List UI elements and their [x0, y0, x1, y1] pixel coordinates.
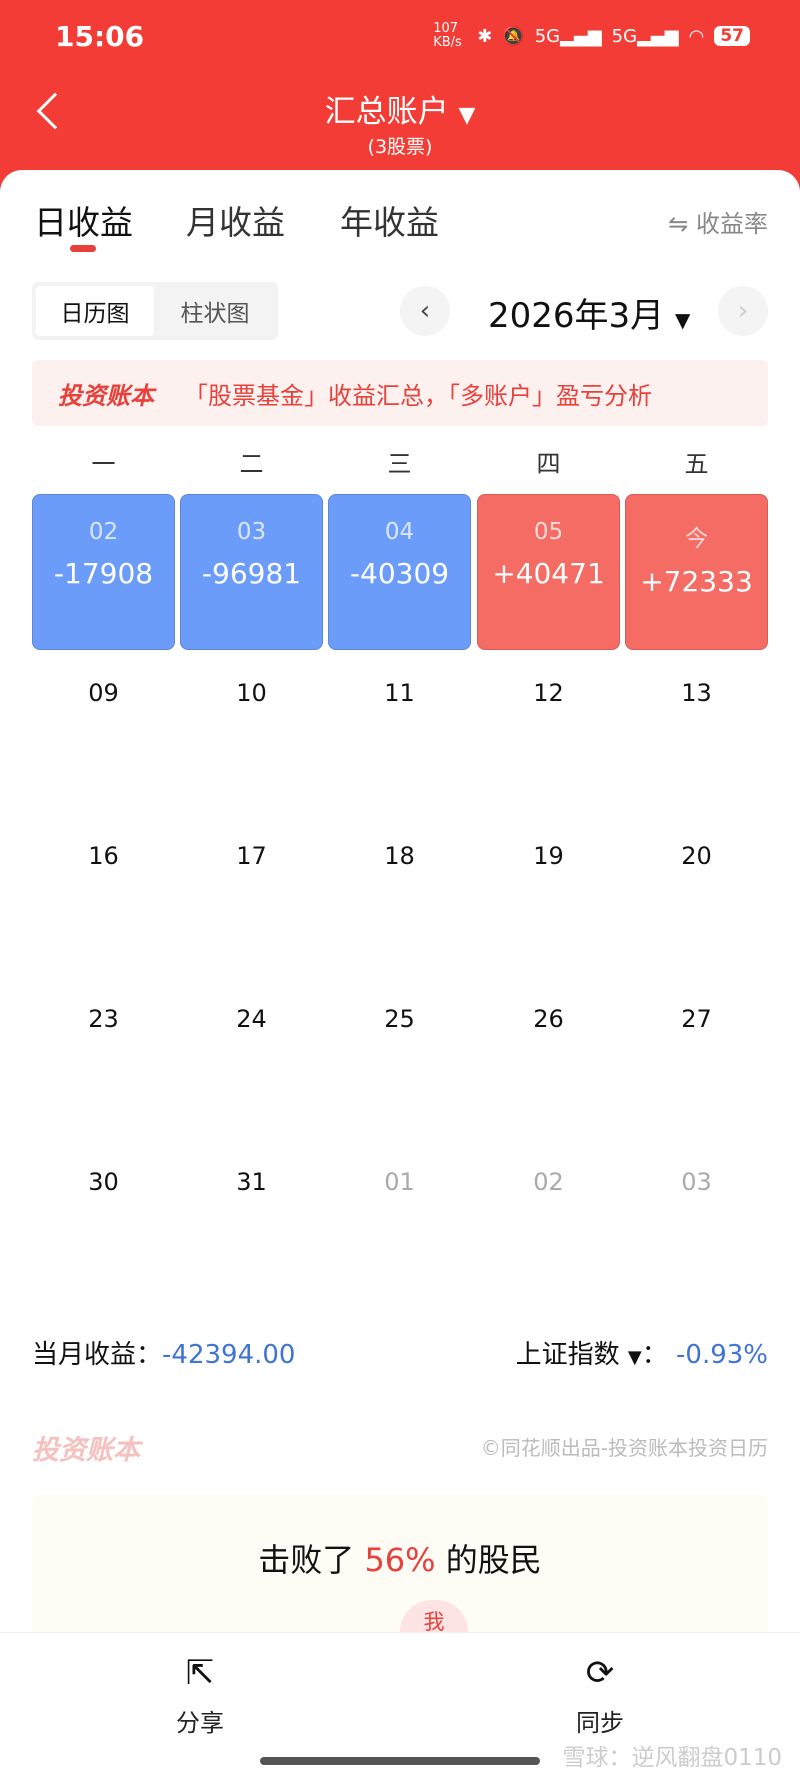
weekday-header: 五: [684, 450, 709, 478]
calendar-day[interactable]: 02: [533, 1168, 564, 1196]
day-date: 02: [88, 519, 119, 545]
calendar-day[interactable]: 19: [533, 842, 564, 870]
calendar-day[interactable]: 16: [88, 842, 119, 870]
account-selector[interactable]: 汇总账户 ▼: [0, 86, 800, 131]
sync-button[interactable]: ⟳ 同步: [540, 1653, 660, 1738]
ranking-suffix: 的股民: [445, 1541, 542, 1579]
calendar-day[interactable]: 10: [236, 679, 267, 707]
banner-logo: 投资账本: [58, 381, 154, 410]
dropdown-icon: ▼: [458, 103, 476, 128]
rate-toggle[interactable]: ⇋ 收益率: [668, 210, 768, 238]
bluetooth-icon: ✱: [477, 25, 493, 47]
calendar-day[interactable]: 13: [681, 679, 712, 707]
calendar-day[interactable]: 26: [533, 1005, 564, 1033]
calendar-day[interactable]: 24: [236, 1005, 267, 1033]
day-value: +72333: [640, 565, 753, 598]
sync-icon: ⟳: [585, 1653, 615, 1693]
tab-indicator: [70, 245, 96, 252]
weekday-header: 三: [387, 450, 412, 478]
calendar-day[interactable]: 09: [88, 679, 119, 707]
share-icon: ⇱: [185, 1653, 215, 1693]
view-calendar[interactable]: 日历图: [36, 286, 154, 336]
day-date: 03: [236, 519, 267, 545]
day-value: -96981: [201, 557, 302, 590]
day-date: 今: [685, 526, 708, 552]
weekday-header: 二: [239, 450, 264, 478]
calendar-day[interactable]: 23: [88, 1005, 119, 1033]
month-selector[interactable]: 2026年3月 ▼: [488, 288, 690, 337]
ranking-percent: 56%: [364, 1541, 436, 1579]
calendar-day[interactable]: 12: [533, 679, 564, 707]
dropdown-icon: ▼: [674, 308, 691, 332]
network-speed: 107 KB/s: [433, 21, 462, 50]
calendar-day[interactable]: 01: [384, 1168, 415, 1196]
page-subtitle: (3股票): [367, 136, 433, 158]
mute-icon: 🔕: [502, 25, 525, 47]
tab-monthly[interactable]: 月收益: [186, 203, 285, 242]
status-icons: 107 KB/s ✱ 🔕 5G▂▄▆ 5G▂▄▆ ◠ 57: [433, 22, 750, 50]
next-month-button[interactable]: ›: [718, 286, 768, 336]
tab-yearly[interactable]: 年收益: [340, 203, 439, 242]
share-button[interactable]: ⇱ 分享: [140, 1653, 260, 1738]
calendar-day[interactable]: 18: [384, 842, 415, 870]
calendar-day[interactable]: 20: [681, 842, 712, 870]
signal-icon: 5G▂▄▆: [534, 25, 602, 47]
copyright: ©同花顺出品-投资账本投资日历: [480, 1436, 768, 1460]
weekday-header: 一: [91, 450, 116, 478]
weekday-header: 四: [536, 450, 561, 478]
banner-text: 「股票基金」收益汇总，「多账户」盈亏分析: [184, 381, 652, 410]
battery-icon: 57: [714, 26, 750, 46]
calendar-day[interactable]: 31: [236, 1168, 267, 1196]
view-switch: 日历图 柱状图: [32, 282, 278, 340]
month-label: 2026年3月: [488, 296, 665, 336]
calendar-day[interactable]: 03: [681, 1168, 712, 1196]
view-bar[interactable]: 柱状图: [180, 301, 250, 327]
me-marker: 我: [400, 1600, 468, 1632]
index-label: 上证指数: [515, 1340, 620, 1370]
prev-month-button[interactable]: ‹: [400, 286, 450, 336]
ranking-card: 击败了 56% 的股民 我: [32, 1495, 768, 1632]
calendar-day[interactable]: 30: [88, 1168, 119, 1196]
calendar-day[interactable]: 25: [384, 1005, 415, 1033]
calendar-day[interactable]: 17: [236, 842, 267, 870]
index-value: -0.93%: [676, 1340, 768, 1370]
day-value: -17908: [53, 557, 154, 590]
page-title: 汇总账户: [324, 94, 449, 130]
calendar-day-pnl[interactable]: 04 -40309: [328, 494, 471, 650]
calendar-day-pnl[interactable]: 今 +72333: [625, 494, 768, 650]
day-date: 05: [533, 519, 564, 545]
sync-label: 同步: [576, 1709, 624, 1737]
ranking-prefix: 击败了: [258, 1541, 355, 1579]
footer-logo: 投资账本: [32, 1435, 140, 1466]
signal-icon-2: 5G▂▄▆: [611, 25, 679, 47]
share-label: 分享: [176, 1709, 224, 1737]
calendar-day[interactable]: 11: [384, 679, 415, 707]
home-indicator[interactable]: [260, 1757, 540, 1765]
tab-daily[interactable]: 日收益: [34, 203, 133, 242]
ranking-text: 击败了 56% 的股民: [32, 1535, 768, 1581]
day-date: 04: [384, 519, 415, 545]
status-time: 15:06: [55, 20, 145, 53]
calendar-day-pnl[interactable]: 03 -96981: [180, 494, 323, 650]
index-summary[interactable]: 上证指数 ▼： -0.93%: [515, 1340, 768, 1370]
calendar-day[interactable]: 27: [681, 1005, 712, 1033]
bottom-action-bar: ⇱ 分享 ⟳ 同步: [0, 1632, 800, 1778]
summary-label: 当月收益：: [32, 1340, 163, 1370]
calendar-day-pnl[interactable]: 05 +40471: [477, 494, 620, 650]
watermark: 雪球：逆风翻盘0110: [562, 1745, 782, 1771]
promo-banner[interactable]: 投资账本 「股票基金」收益汇总，「多账户」盈亏分析: [32, 360, 768, 426]
month-summary: 当月收益：-42394.00: [32, 1334, 295, 1371]
status-bar: 15:06 107 KB/s ✱ 🔕 5G▂▄▆ 5G▂▄▆ ◠ 57: [0, 0, 800, 80]
wifi-icon: ◠: [688, 25, 705, 47]
day-value: +40471: [492, 557, 605, 590]
dropdown-icon: ▼: [627, 1347, 642, 1368]
day-value: -40309: [349, 557, 450, 590]
summary-value: -42394.00: [162, 1340, 296, 1370]
calendar-day-pnl[interactable]: 02 -17908: [32, 494, 175, 650]
